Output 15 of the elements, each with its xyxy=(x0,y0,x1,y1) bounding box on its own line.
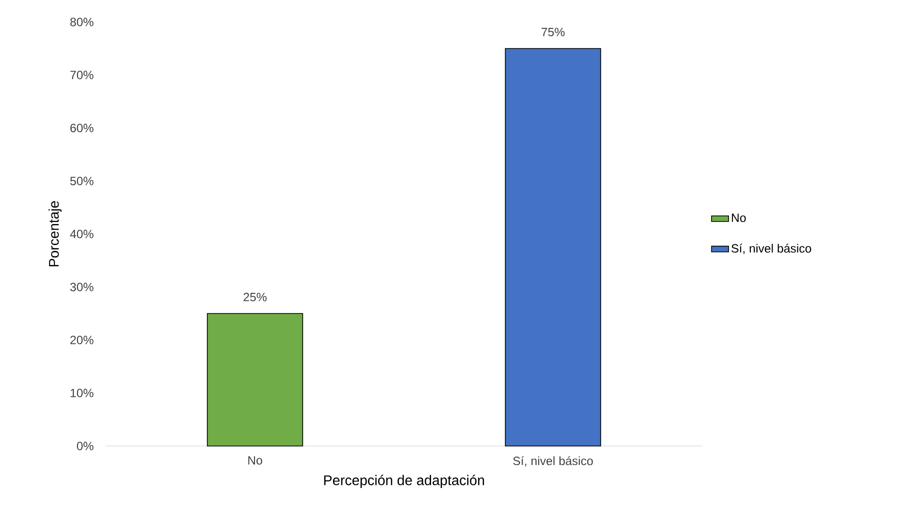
x-axis-title: Percepción de adaptación xyxy=(324,474,484,488)
y-tick-label: 80% xyxy=(70,18,94,26)
y-tick-label: 30% xyxy=(70,282,94,292)
y-tick-label: 70% xyxy=(70,70,94,80)
legend-label: No xyxy=(732,214,746,222)
y-tick-label: 40% xyxy=(70,230,94,238)
y-tick-label: 50% xyxy=(70,176,94,186)
legend-label: Sí, nivel básico xyxy=(731,244,812,254)
data-label: 25% xyxy=(244,292,267,302)
y-tick-label: 10% xyxy=(70,388,94,398)
data-label: 75% xyxy=(542,28,565,36)
y-tick-label: 60% xyxy=(70,124,94,132)
y-axis-title: Porcentaje xyxy=(48,201,62,266)
y-tick-label: 0% xyxy=(76,442,94,450)
y-tick-label: 20% xyxy=(70,336,94,344)
